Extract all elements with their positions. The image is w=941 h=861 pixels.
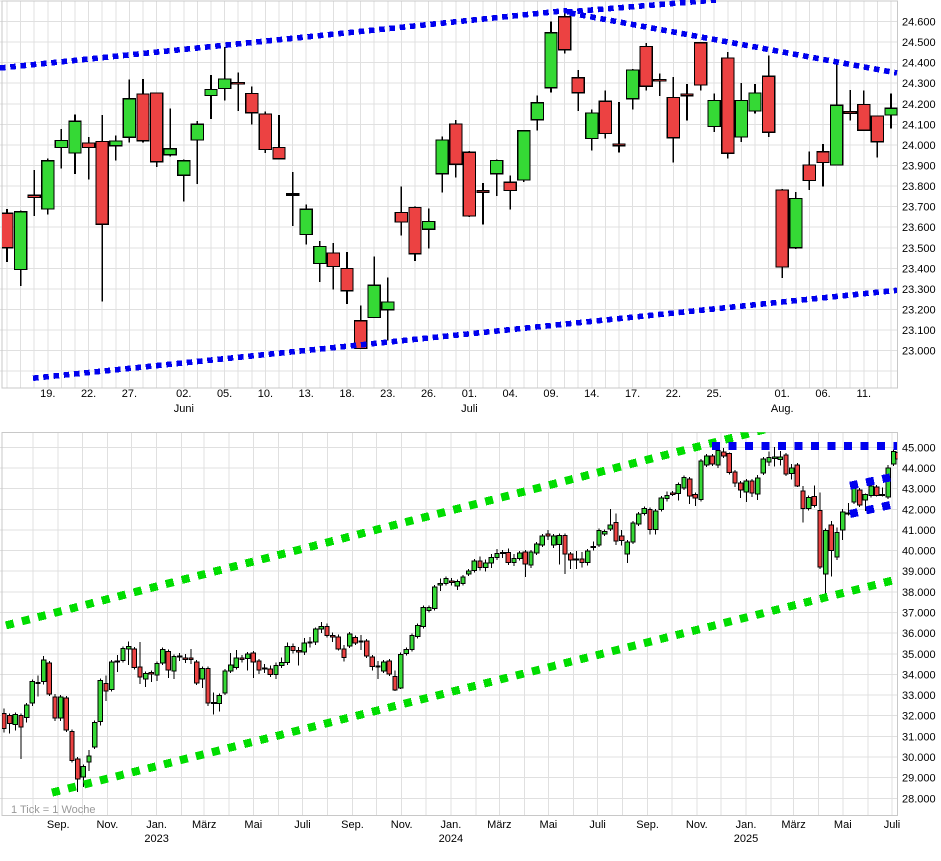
svg-text:34.000: 34.000: [902, 669, 936, 681]
svg-text:17.: 17.: [625, 388, 640, 400]
svg-text:Sep.: Sep.: [47, 819, 70, 831]
svg-text:25.: 25.: [707, 388, 722, 400]
svg-text:23.: 23.: [380, 388, 395, 400]
svg-text:Sep.: Sep.: [341, 819, 364, 831]
svg-text:01.: 01.: [462, 388, 477, 400]
svg-text:02.: 02.: [176, 388, 191, 400]
svg-text:23.400: 23.400: [902, 263, 936, 275]
svg-text:40.000: 40.000: [902, 546, 936, 558]
svg-text:24.600: 24.600: [902, 17, 936, 29]
svg-text:23.300: 23.300: [902, 284, 936, 296]
svg-text:1 Tick = 1 Woche: 1 Tick = 1 Woche: [11, 804, 95, 816]
svg-text:2025: 2025: [734, 833, 758, 845]
svg-text:38.000: 38.000: [902, 587, 936, 599]
svg-text:2024: 2024: [439, 833, 463, 845]
svg-text:Juli: Juli: [294, 819, 311, 831]
svg-text:19.: 19.: [40, 388, 55, 400]
svg-text:41.000: 41.000: [902, 525, 936, 537]
svg-text:Aug.: Aug.: [771, 403, 794, 415]
svg-text:33.000: 33.000: [902, 690, 936, 702]
svg-text:2023: 2023: [144, 833, 168, 845]
svg-text:Jan.: Jan.: [736, 819, 757, 831]
svg-text:März: März: [781, 819, 805, 831]
svg-text:32.000: 32.000: [902, 711, 936, 723]
svg-text:14.: 14.: [584, 388, 599, 400]
svg-text:24.400: 24.400: [902, 58, 936, 70]
svg-text:Mai: Mai: [834, 819, 852, 831]
svg-text:30.000: 30.000: [902, 752, 936, 764]
svg-text:37.000: 37.000: [902, 608, 936, 620]
svg-text:Jan.: Jan.: [146, 819, 167, 831]
svg-text:29.000: 29.000: [902, 773, 936, 785]
svg-text:36.000: 36.000: [902, 628, 936, 640]
svg-text:23.600: 23.600: [902, 222, 936, 234]
svg-text:22.: 22.: [666, 388, 681, 400]
svg-text:31.000: 31.000: [902, 731, 936, 743]
svg-text:43.000: 43.000: [902, 484, 936, 496]
svg-text:24.200: 24.200: [902, 99, 936, 111]
svg-text:05.: 05.: [217, 388, 232, 400]
svg-text:Juli: Juli: [461, 403, 478, 415]
svg-text:23.800: 23.800: [902, 181, 936, 193]
svg-text:Juli: Juli: [884, 819, 901, 831]
svg-text:Jan.: Jan.: [441, 819, 462, 831]
svg-text:Nov.: Nov.: [96, 819, 118, 831]
svg-text:23.700: 23.700: [902, 202, 936, 214]
svg-text:04.: 04.: [503, 388, 518, 400]
svg-text:24.500: 24.500: [902, 37, 936, 49]
svg-text:23.000: 23.000: [902, 346, 936, 358]
svg-text:27.: 27.: [122, 388, 137, 400]
svg-text:26.: 26.: [421, 388, 436, 400]
svg-text:06.: 06.: [815, 388, 830, 400]
svg-text:24.100: 24.100: [902, 119, 936, 131]
svg-text:22.: 22.: [81, 388, 96, 400]
svg-text:13.: 13.: [299, 388, 314, 400]
svg-text:45.000: 45.000: [902, 442, 936, 454]
svg-text:18.: 18.: [339, 388, 354, 400]
svg-text:23.200: 23.200: [902, 305, 936, 317]
svg-text:Sep.: Sep.: [636, 819, 659, 831]
svg-text:23.900: 23.900: [902, 161, 936, 173]
svg-text:März: März: [192, 819, 216, 831]
svg-text:Mai: Mai: [244, 819, 262, 831]
svg-text:42.000: 42.000: [902, 504, 936, 516]
svg-text:Mai: Mai: [540, 819, 558, 831]
svg-text:44.000: 44.000: [902, 463, 936, 475]
svg-text:24.300: 24.300: [902, 78, 936, 90]
svg-text:09.: 09.: [543, 388, 558, 400]
svg-text:35.000: 35.000: [902, 649, 936, 661]
svg-text:28.000: 28.000: [902, 793, 936, 805]
svg-text:Nov.: Nov.: [686, 819, 708, 831]
svg-text:39.000: 39.000: [902, 566, 936, 578]
svg-text:11.: 11.: [857, 388, 871, 400]
svg-text:März: März: [487, 819, 511, 831]
svg-text:01.: 01.: [775, 388, 790, 400]
svg-text:23.500: 23.500: [902, 243, 936, 255]
svg-text:Juli: Juli: [589, 819, 606, 831]
svg-text:23.100: 23.100: [902, 325, 936, 337]
svg-text:Nov.: Nov.: [391, 819, 413, 831]
svg-text:Juni: Juni: [174, 403, 194, 415]
svg-text:24.000: 24.000: [902, 140, 936, 152]
svg-text:10.: 10.: [258, 388, 273, 400]
